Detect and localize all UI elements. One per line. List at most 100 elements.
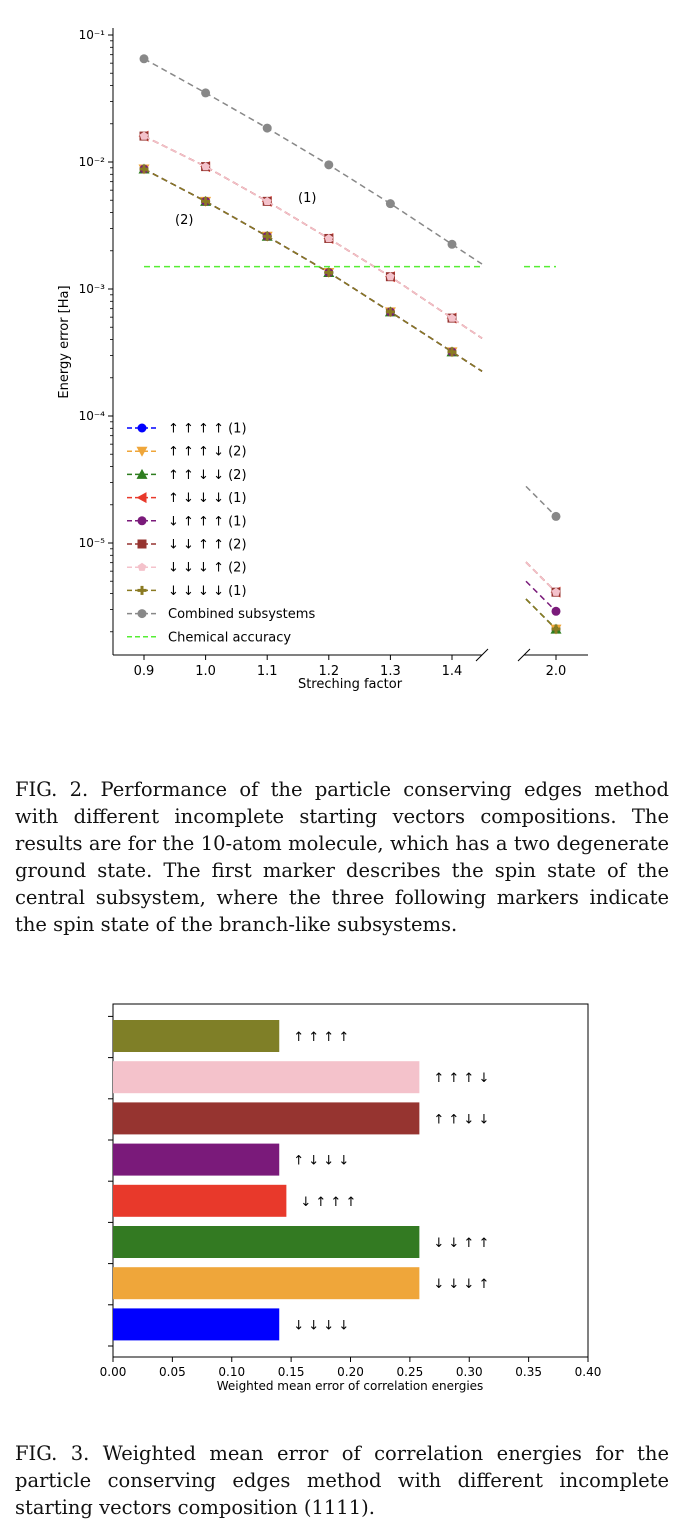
data-point [201, 162, 210, 171]
plus-marker-bar [388, 307, 392, 317]
bar [113, 1102, 420, 1135]
data-point [139, 131, 149, 140]
x-tick-label: 1.3 [380, 664, 401, 679]
legend-label: ↑ ↑ ↑ ↓ (2) [168, 445, 247, 460]
bar-label: ↓ ↓ ↑ ↑ [433, 1236, 489, 1251]
series-6 [139, 131, 561, 596]
y-tick-label: 10⁻⁴ [79, 409, 106, 423]
bar [113, 1020, 280, 1052]
data-point [324, 267, 334, 277]
x-tick-label: 0.9 [134, 664, 155, 679]
x-tick-label: 0.10 [218, 1365, 245, 1379]
bar [113, 1184, 287, 1217]
data-point [551, 606, 561, 616]
data-point [139, 54, 149, 64]
plus-marker-bar [554, 624, 558, 634]
data-point [385, 199, 395, 209]
plot-frame [112, 1003, 589, 1358]
data-point [201, 88, 211, 98]
bar [113, 1308, 280, 1341]
data-point [137, 539, 147, 549]
figure-2-caption: FIG. 2. Performance of the particle cons… [15, 778, 669, 936]
series-line-after-break [525, 485, 557, 517]
series-line [143, 58, 483, 265]
x-tick-label: 0.15 [278, 1365, 305, 1379]
data-point [551, 511, 561, 521]
legend-label: ↓ ↓ ↓ ↑ (2) [168, 561, 247, 576]
axis-break-mark [475, 648, 489, 662]
legend-label: Combined subsystems [168, 607, 315, 622]
data-point [385, 307, 395, 317]
legend-label: ↓ ↑ ↑ ↑ (1) [168, 514, 247, 529]
data-point [137, 585, 147, 595]
y-axis-label: Energy error [Ha] [57, 285, 72, 398]
data-point [137, 516, 147, 526]
y-tick-label: 10⁻³ [79, 282, 106, 296]
data-point [447, 313, 457, 322]
data-point [447, 347, 457, 357]
data-point [262, 231, 272, 241]
x-tick-label: 1.2 [318, 664, 339, 679]
bar-label: ↑ ↓ ↓ ↓ [293, 1154, 349, 1169]
data-point [262, 123, 272, 133]
data-point [447, 239, 457, 249]
x-tick-label: 0.05 [159, 1365, 186, 1379]
data-point [136, 446, 148, 457]
x-tick-label: 0.20 [337, 1365, 364, 1379]
x-tick-label: 2.0 [546, 664, 567, 679]
annotation-label-1: (1) [298, 191, 316, 206]
bar-label: ↓ ↓ ↓ ↑ [433, 1277, 489, 1292]
bar [113, 1267, 420, 1300]
series-8 [139, 54, 561, 521]
bar-label: ↓ ↑ ↑ ↑ [300, 1195, 356, 1210]
legend-label: ↓ ↓ ↑ ↑ (2) [168, 538, 247, 553]
x-tick-label: 0.35 [515, 1365, 542, 1379]
series-line-after-break [525, 580, 557, 612]
series-line [143, 135, 483, 339]
bar [113, 1143, 280, 1176]
series-line-after-break [525, 561, 557, 593]
x-tick-label: 0.30 [456, 1365, 483, 1379]
bar-label: ↑ ↑ ↓ ↓ [433, 1112, 489, 1127]
bar [113, 1226, 420, 1258]
data-point [137, 609, 147, 619]
x-axis-label: Streching factor [298, 677, 403, 692]
plus-marker-bar [265, 231, 269, 241]
data-point [551, 587, 561, 596]
plus-marker-bar [140, 585, 144, 595]
legend-label: ↑ ↑ ↓ ↓ (2) [168, 468, 247, 483]
x-tick-label: 0.25 [397, 1365, 424, 1379]
x-tick-label: 1.0 [195, 664, 216, 679]
series-line [143, 135, 483, 339]
data-point [136, 492, 147, 504]
data-point [137, 423, 147, 433]
legend-label: ↓ ↓ ↓ ↓ (1) [168, 584, 247, 599]
data-point [201, 196, 211, 206]
y-tick-label: 10⁻¹ [79, 28, 106, 42]
bar-label: ↑ ↑ ↑ ↓ [433, 1071, 489, 1086]
plus-marker-bar [450, 347, 454, 357]
x-tick-label: 0.00 [100, 1365, 127, 1379]
bar-label: ↓ ↓ ↓ ↓ [293, 1318, 349, 1333]
x-tick-label: 1.4 [442, 664, 463, 679]
series-line-after-break [525, 598, 557, 630]
plus-marker-bar [327, 267, 331, 277]
y-tick-label: 10⁻² [79, 155, 106, 169]
data-point [137, 562, 147, 571]
x-axis-label: Weighted mean error of correlation energ… [217, 1379, 484, 1393]
axis-break-mark [517, 648, 531, 662]
annotation-label-2: (2) [175, 213, 193, 228]
data-point [551, 624, 561, 634]
figure-3-bar-chart: 0.00 0.05 0.10 0.15 0.20 0.25 0.30 0.35 0.40 Weig… [100, 1003, 601, 1393]
bar-label: ↑ ↑ ↑ ↑ [293, 1030, 349, 1045]
bar [113, 1061, 420, 1094]
series-7 [139, 164, 561, 634]
data-point [386, 272, 395, 281]
figure-3-caption: FIG. 3. Weighted mean error of correlati… [15, 1442, 669, 1519]
figure-2-line-chart: 10⁻¹ 10⁻² 10⁻³ 10⁻⁴ 10⁻⁵ 0.9 1.0 1.1 1.2 1.3 1.4 2.… [57, 28, 588, 692]
legend-label: ↑ ↓ ↓ ↓ (1) [168, 491, 247, 506]
data-point [324, 233, 334, 243]
data-point [139, 164, 149, 174]
legend-label: ↑ ↑ ↑ ↑ (1) [168, 422, 247, 437]
plus-marker-bar [142, 164, 146, 174]
